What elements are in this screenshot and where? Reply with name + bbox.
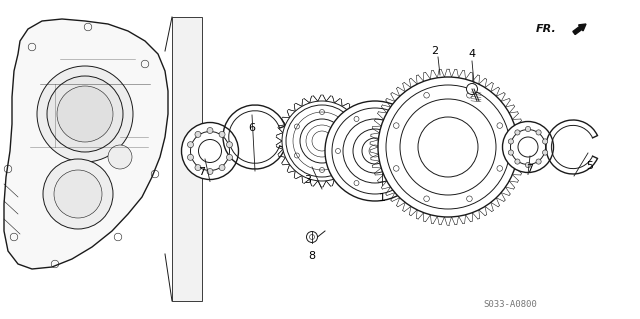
Circle shape xyxy=(182,122,239,180)
Circle shape xyxy=(219,165,225,171)
Text: 6: 6 xyxy=(248,123,255,133)
Circle shape xyxy=(191,131,230,170)
Circle shape xyxy=(525,162,531,167)
Circle shape xyxy=(188,142,193,148)
Circle shape xyxy=(467,84,477,94)
Text: 8: 8 xyxy=(308,251,316,261)
Circle shape xyxy=(300,119,344,163)
Circle shape xyxy=(37,66,133,162)
Circle shape xyxy=(207,128,213,133)
Circle shape xyxy=(312,131,332,151)
Text: 5: 5 xyxy=(586,161,593,171)
Circle shape xyxy=(198,139,221,162)
Circle shape xyxy=(511,130,545,165)
Circle shape xyxy=(108,145,132,169)
Circle shape xyxy=(286,105,358,177)
Circle shape xyxy=(47,76,123,152)
Circle shape xyxy=(219,131,225,137)
Circle shape xyxy=(400,99,496,195)
Text: 3: 3 xyxy=(305,175,312,185)
FancyArrow shape xyxy=(573,24,586,34)
Circle shape xyxy=(543,139,548,144)
Circle shape xyxy=(418,117,478,177)
Circle shape xyxy=(515,130,520,135)
Text: 2: 2 xyxy=(431,46,438,56)
Circle shape xyxy=(54,170,102,218)
Circle shape xyxy=(353,129,397,173)
Circle shape xyxy=(57,86,113,142)
Text: 7: 7 xyxy=(198,167,205,177)
Circle shape xyxy=(515,159,520,164)
Polygon shape xyxy=(172,17,202,301)
Circle shape xyxy=(195,165,201,171)
Circle shape xyxy=(369,145,381,157)
Circle shape xyxy=(536,159,541,164)
Circle shape xyxy=(195,131,201,137)
Circle shape xyxy=(536,130,541,135)
Circle shape xyxy=(378,77,518,217)
Text: S033-A0800: S033-A0800 xyxy=(483,300,537,309)
Circle shape xyxy=(386,85,510,209)
Circle shape xyxy=(518,137,538,157)
Polygon shape xyxy=(4,19,168,269)
Circle shape xyxy=(207,168,213,174)
Circle shape xyxy=(343,119,407,183)
Circle shape xyxy=(227,154,232,160)
Text: 7: 7 xyxy=(527,164,534,174)
Circle shape xyxy=(188,154,193,160)
Text: FR.: FR. xyxy=(536,24,557,34)
Circle shape xyxy=(502,122,554,173)
Circle shape xyxy=(282,101,362,181)
Text: 1: 1 xyxy=(378,193,385,203)
Circle shape xyxy=(362,138,388,164)
Text: 4: 4 xyxy=(468,49,476,59)
Circle shape xyxy=(227,142,232,148)
Circle shape xyxy=(543,150,548,155)
Circle shape xyxy=(43,159,113,229)
Circle shape xyxy=(525,126,531,132)
Circle shape xyxy=(508,150,513,155)
Circle shape xyxy=(332,108,418,194)
Circle shape xyxy=(325,101,425,201)
Circle shape xyxy=(508,139,513,144)
